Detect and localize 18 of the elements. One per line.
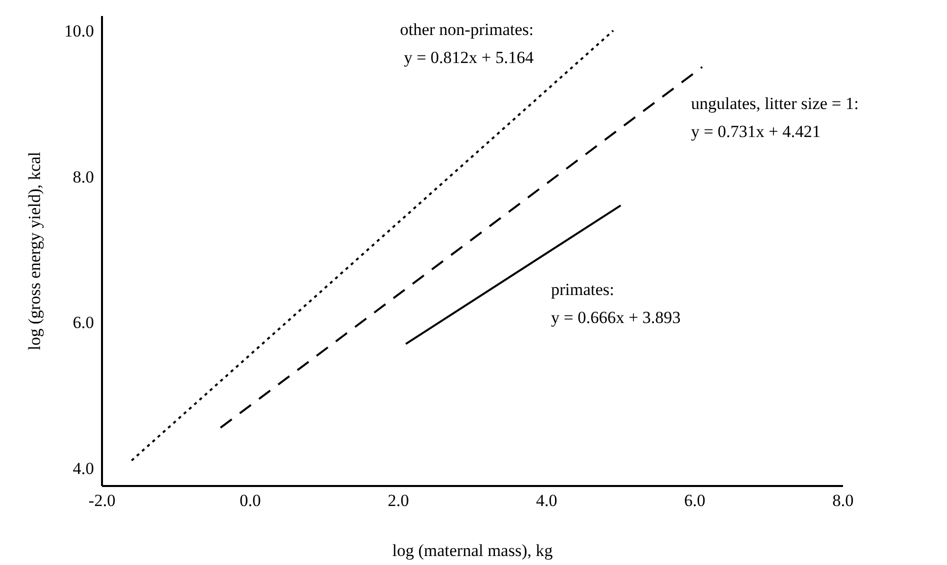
y-tick-label: 10.0: [64, 22, 94, 41]
series-label: ungulates, litter size = 1:: [691, 93, 859, 115]
text: other non-primates:: [400, 19, 534, 41]
x-tick-label: 6.0: [684, 491, 706, 510]
x-tick-label: 2.0: [388, 491, 410, 510]
annotation: y = 0.731x + 4.421: [691, 121, 822, 143]
y-tick-label: 4.0: [72, 458, 94, 478]
x-tick-label: -2.0: [88, 491, 116, 510]
y-tick-label: 6.0: [72, 313, 94, 332]
x-tick-label: 0.0: [240, 491, 261, 510]
y-tick-label: 8.0: [72, 167, 94, 186]
x-axis-title: log (maternal mass), kg: [392, 541, 554, 560]
x-tick-label: 8.0: [832, 491, 854, 510]
annotation: y = 0.666x + 3.893: [551, 307, 681, 329]
y-axis-title: log (gross energy yield), kcal: [25, 152, 44, 350]
annotation: y = 0.812x + 5.164: [402, 47, 534, 69]
series-label: primates:: [551, 279, 616, 301]
x-tick-label: 4.0: [536, 491, 558, 510]
